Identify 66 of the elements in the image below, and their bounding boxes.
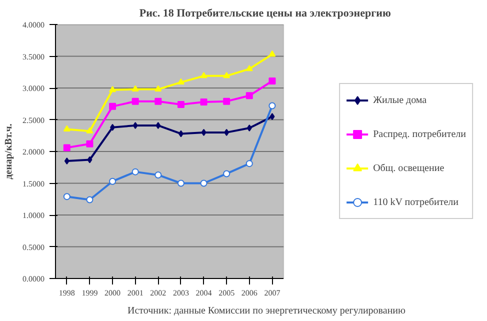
point <box>201 128 206 136</box>
chart-title: Рис. 18 Потребительские цены на электроэнергию <box>139 8 391 20</box>
point <box>109 86 116 92</box>
x-tick-label: 2003 <box>172 288 189 298</box>
point <box>177 180 184 187</box>
point <box>132 168 139 176</box>
point <box>246 160 253 168</box>
text: Источник: данные Комиссии по энергетическому регулированию <box>128 306 406 316</box>
y-tick-label: 4.0000 <box>22 20 44 30</box>
point <box>200 180 208 187</box>
point <box>154 172 162 178</box>
y-tick-label: 2.5000 <box>22 116 44 125</box>
y-tick-label: 0.0000 <box>22 274 44 284</box>
point <box>268 50 276 57</box>
point <box>63 144 70 152</box>
y-tick-label: 1.0000 <box>22 211 44 220</box>
point <box>177 101 184 108</box>
point <box>200 72 208 78</box>
x-tick-label: 2004 <box>196 288 212 298</box>
point <box>246 64 253 72</box>
y-tick-label: 1.5000 <box>22 179 44 188</box>
point <box>86 127 94 134</box>
y-axis-title: денар/кВт.ч. <box>4 123 14 180</box>
x-tick-label: 1999 <box>82 288 98 298</box>
point <box>109 102 116 110</box>
legend-label: Общ. освещение <box>373 162 444 174</box>
point <box>268 102 276 110</box>
y-tick-label: 3.5000 <box>22 52 44 62</box>
legend-label: 110 kV потребители <box>373 196 458 208</box>
point <box>177 78 184 85</box>
point <box>154 98 162 105</box>
point <box>223 170 230 178</box>
y-tick-label: 0.5000 <box>22 242 44 252</box>
x-tick-label: 1998 <box>58 288 75 298</box>
point <box>246 92 253 100</box>
point <box>268 78 276 85</box>
x-tick-label: 2000 <box>104 288 121 298</box>
y-tick-label: 3.0000 <box>22 84 44 93</box>
point <box>132 122 138 129</box>
point <box>63 193 70 200</box>
point <box>63 125 70 132</box>
point <box>178 130 184 138</box>
y-tick-label: 2.0000 <box>22 148 44 156</box>
point <box>64 158 70 165</box>
legend-label: Распред. потребители <box>373 128 466 140</box>
point <box>132 98 139 105</box>
point <box>154 85 162 92</box>
point <box>132 85 139 92</box>
point <box>270 113 275 120</box>
point <box>246 124 252 132</box>
point <box>223 98 230 105</box>
x-tick-label: 2001 <box>127 288 144 298</box>
x-tick-label: 2005 <box>218 288 235 298</box>
x-tick-label: 2006 <box>241 288 258 298</box>
point <box>223 72 230 78</box>
point <box>86 196 94 204</box>
x-tick-label: 2002 <box>150 288 166 298</box>
point <box>224 128 230 136</box>
point <box>86 140 94 148</box>
point <box>110 124 116 131</box>
x-tick-label: 2007 <box>264 288 280 298</box>
point <box>109 178 116 185</box>
point <box>87 156 92 164</box>
point <box>200 98 208 106</box>
legend-label: Жилые дома <box>373 94 428 106</box>
point <box>156 122 161 129</box>
